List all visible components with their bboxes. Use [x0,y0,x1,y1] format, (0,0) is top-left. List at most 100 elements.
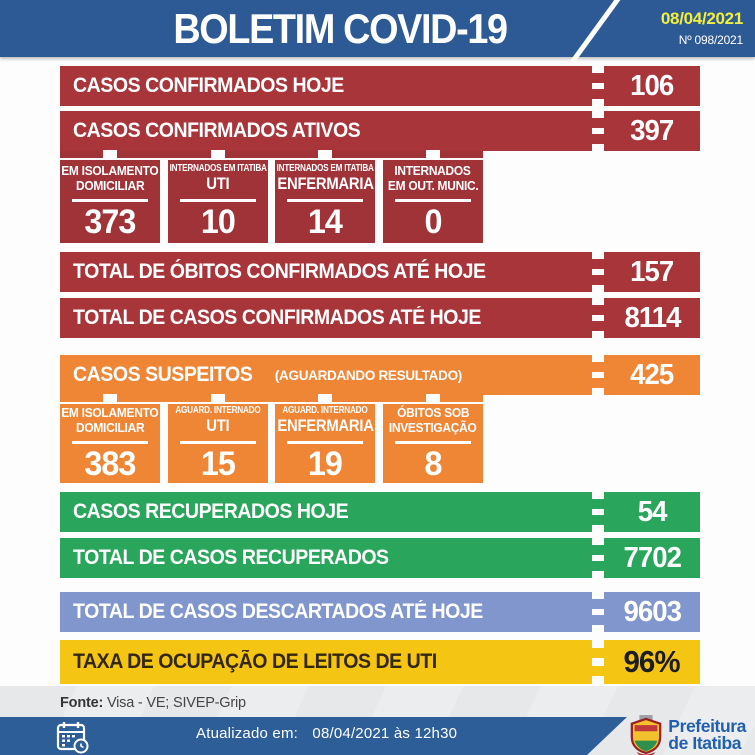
row-confirmados-ativos: CASOS CONFIRMADOS ATIVOS 397 [60,111,700,151]
value-box: 96% [604,640,700,684]
row-label-bar: CASOS SUSPEITOS (AGUARDANDO RESULTADO) [60,355,592,395]
box-title-line1: INTERNADOS EM ITATIBA [169,162,267,174]
row-label-bar: TOTAL DE CASOS RECUPERADOS [60,538,592,578]
box-value: 10 [200,202,236,241]
value-box: 157 [604,252,700,292]
row-value: 96% [623,644,681,679]
divider [179,199,256,202]
box-title-line2: ENFERMARIA [277,416,374,435]
box-title-line1: AGUARD. INTERNADO [175,404,261,416]
row-label: CASOS CONFIRMADOS ATIVOS [73,119,361,142]
row-value: 425 [630,358,674,391]
row-connector [592,592,604,632]
confirmados-breakdown: EM ISOLAMENTO DOMICILIAR 373 INTERNADOS … [60,160,483,243]
row-value: 157 [630,255,674,288]
row-casos-suspeitos: CASOS SUSPEITOS (AGUARDANDO RESULTADO) 4… [60,355,700,395]
box-title-line1: ÓBITOS SOB [396,404,470,420]
box-title-line1: AGUARD. INTERNADO [282,404,368,416]
divider [72,441,148,444]
row-connector [592,298,604,338]
divider [287,441,364,444]
box-value: 15 [200,444,236,483]
value-box: 7702 [604,538,700,578]
row-label: CASOS SUSPEITOS [73,363,253,386]
value-box: 8114 [604,298,700,338]
row-connector [592,252,604,292]
logo-line2: de Itatiba [668,733,742,753]
prefeitura-logo: Prefeitura de Itatiba [629,715,746,755]
row-label-bar: TOTAL DE CASOS CONFIRMADOS ATÉ HOJE [60,298,592,338]
row-label: TOTAL DE CASOS RECUPERADOS [73,546,389,569]
header-meta: 08/04/2021 Nº 098/2021 [661,9,743,47]
divider [287,199,364,202]
breakdown-box-internados-uti: INTERNADOS EM ITATIBA UTI 10 [167,160,268,243]
row-label-bar: CASOS RECUPERADOS HOJE [60,492,592,532]
row-value: 106 [630,69,674,102]
breakdown-box-internados-enfermaria: INTERNADOS EM ITATIBA ENFERMARIA 14 [275,160,376,243]
row-value: 8114 [624,301,681,334]
breakdown-connector-strip [60,150,483,159]
bulletin-date: 08/04/2021 [660,9,743,28]
row-label: TOTAL DE CASOS DESCARTADOS ATÉ HOJE [73,600,483,623]
row-value: 54 [637,495,668,528]
updated-bar [0,717,627,755]
page-title: BOLETIM COVID-19 [173,5,508,52]
box-title-line2: DOMICILIAR [75,178,145,194]
row-confirmados-hoje: CASOS CONFIRMADOS HOJE 106 [60,66,700,106]
row-obitos-total: TOTAL DE ÓBITOS CONFIRMADOS ATÉ HOJE 157 [60,252,700,292]
breakdown-box-aguardando-enfermaria: AGUARD. INTERNADO ENFERMARIA 19 [275,404,376,483]
row-connector [592,66,604,106]
box-title-line1: EM ISOLAMENTO [61,404,159,420]
box-title-line2: UTI [206,174,230,193]
box-value: 14 [308,202,343,241]
value-box: 54 [604,492,700,532]
row-confirmados-total: TOTAL DE CASOS CONFIRMADOS ATÉ HOJE 8114 [60,298,700,338]
row-connector [592,492,604,532]
row-label: TOTAL DE ÓBITOS CONFIRMADOS ATÉ HOJE [73,260,486,283]
box-title-line2: EM OUT. MUNIC. [387,178,479,194]
row-value: 7702 [623,541,681,574]
box-value: 19 [308,444,343,483]
box-title-line2: INVESTIGAÇÃO [389,420,477,436]
divider [394,199,471,202]
breakdown-box-internados-outros-municipios: INTERNADOS EM OUT. MUNIC. 0 [382,160,483,243]
box-title-line1: INTERNADOS [394,162,472,178]
row-label-bar: TOTAL DE ÓBITOS CONFIRMADOS ATÉ HOJE [60,252,592,292]
row-recuperados-total: TOTAL DE CASOS RECUPERADOS 7702 [60,538,700,578]
row-descartados-total: TOTAL DE CASOS DESCARTADOS ATÉ HOJE 9603 [60,592,700,632]
row-label: TOTAL DE CASOS CONFIRMADOS ATÉ HOJE [73,306,481,329]
logo-line1: Prefeitura [668,716,746,736]
box-title-line2: UTI [206,416,230,435]
bulletin-number: Nº 098/2021 [678,33,743,47]
breakdown-box-isolamento-domiciliar: EM ISOLAMENTO DOMICILIAR 373 [60,160,160,243]
divider [72,199,148,202]
box-value: 373 [84,202,136,241]
row-label-bar: CASOS CONFIRMADOS HOJE [60,66,592,106]
row-label: TAXA DE OCUPAÇÃO DE LEITOS DE UTI [73,650,437,673]
row-connector [592,538,604,578]
row-recuperados-hoje: CASOS RECUPERADOS HOJE 54 [60,492,700,532]
source-value: Visa - VE; SIVEP-Grip [106,695,246,711]
row-taxa-ocupacao-uti: TAXA DE OCUPAÇÃO DE LEITOS DE UTI 96% [60,640,700,684]
calendar-clock-icon [56,722,89,754]
source-label: Fonte: [60,695,104,711]
divider [179,441,256,444]
row-connector [592,355,604,395]
value-box: 397 [604,111,700,151]
suspeitos-breakdown: EM ISOLAMENTO DOMICILIAR 383 AGUARD. INT… [60,404,483,483]
value-box: 106 [604,66,700,106]
box-value: 383 [84,444,136,483]
value-box: 9603 [604,592,700,632]
row-label: CASOS RECUPERADOS HOJE [73,500,349,523]
box-title-line2: ENFERMARIA [277,174,374,193]
box-title-line1: EM ISOLAMENTO [61,162,159,178]
breakdown-connector-strip [60,394,483,403]
row-value: 397 [630,114,674,147]
updated-value: 08/04/2021 às 12h30 [312,725,458,742]
box-value: 8 [424,444,442,483]
itatiba-coat-of-arms [630,715,662,755]
breakdown-box-aguardando-uti: AGUARD. INTERNADO UTI 15 [167,404,268,483]
row-sublabel: (AGUARDANDO RESULTADO) [274,367,462,383]
updated-label: Atualizado em: [196,725,299,742]
